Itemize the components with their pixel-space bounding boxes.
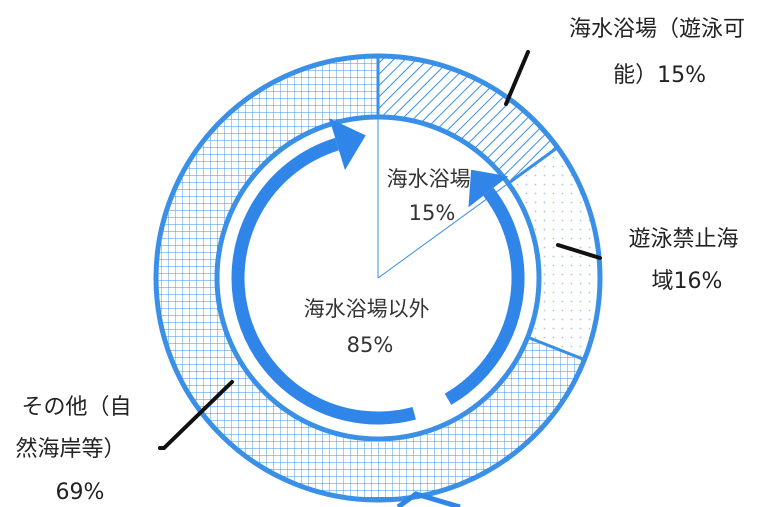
ring-inner-border [214,114,542,442]
inner-divider-end [377,184,507,279]
label-other-line2: 然海岸等） [15,437,125,462]
label-swimming-allowed: 海水浴場（遊泳可 能）15% [569,17,752,88]
label-beach-inner-line1: 海水浴場 [387,167,471,191]
label-non-beach-line1: 海水浴場以外 [304,297,430,321]
label-other-line3: 69% [56,480,105,505]
bottom-arrow-fragment [396,491,461,507]
label-swimming-allowed-line1: 海水浴場（遊泳可 [569,17,745,42]
label-other-natural-coast: その他（自 然海岸等） 69% [15,395,138,505]
arrow-left-arc [231,137,416,425]
label-non-beach-line2: 85% [347,333,394,357]
leader-swimming-allowed [504,50,530,106]
label-beach-inner-line2: 15% [409,201,456,225]
label-swimming-prohibited-line1: 遊泳禁止海 [628,227,738,252]
arrow-right-head [468,169,509,208]
arrow-left-head [329,118,366,170]
leader-other [158,380,234,450]
label-swimming-prohibited: 遊泳禁止海 域16% [628,227,745,294]
label-beach-inner: 海水浴場 15% [387,167,478,225]
label-other-line1: その他（自 [21,395,131,420]
label-swimming-allowed-line2: 能）15% [613,63,706,88]
leader-swimming-prohibited [556,243,602,260]
label-swimming-prohibited-line2: 域16% [652,269,723,294]
arrow-right-arc [444,187,525,405]
ring-outer-border [153,53,603,503]
label-non-beach-inner: 海水浴場以外 85% [304,297,437,357]
